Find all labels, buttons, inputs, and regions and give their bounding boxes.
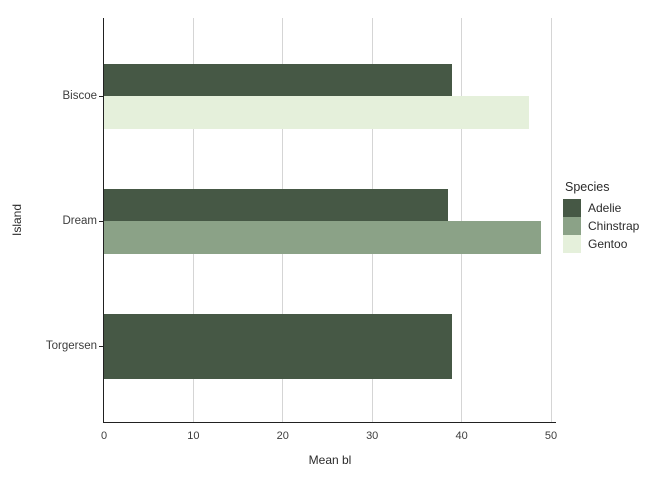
bar-gentoo-biscoe (104, 96, 529, 129)
bar-adelie-biscoe (104, 63, 453, 96)
legend-item-label: Adelie (588, 201, 622, 215)
legend-item-adelie: Adelie (563, 199, 639, 217)
gridline-x-40 (461, 18, 463, 422)
x-tick-label-10: 10 (187, 430, 200, 442)
x-axis-line (103, 422, 556, 424)
y-tick-mark-dream (99, 220, 103, 222)
y-tick-mark-biscoe (99, 95, 103, 97)
x-tick-label-0: 0 (100, 430, 108, 442)
legend-swatch-adelie (563, 199, 581, 217)
legend-item-label: Gentoo (588, 237, 628, 251)
y-tick-label-dream: Dream (62, 215, 97, 227)
legend-swatch-gentoo (563, 235, 581, 253)
x-tick-label-40: 40 (455, 430, 468, 442)
gridline-x-50 (550, 18, 552, 422)
x-tick-label-20: 20 (276, 430, 289, 442)
x-tick-label-30: 30 (366, 430, 379, 442)
legend-item-label: Chinstrap (588, 219, 640, 233)
legend-title: Species (565, 180, 610, 194)
bar-chinstrap-dream (104, 221, 541, 254)
legend-item-chinstrap: Chinstrap (563, 217, 639, 235)
legend: Species Adelie Chinstrap Gentoo (563, 180, 639, 253)
x-axis-title: Mean bl (308, 453, 352, 467)
legend-item-gentoo: Gentoo (563, 235, 639, 253)
x-tick-label-50: 50 (544, 430, 558, 442)
legend-swatch-chinstrap (563, 217, 581, 235)
y-tick-mark-torgersen (99, 345, 103, 347)
y-axis-line (103, 18, 105, 423)
y-axis-title: Island (10, 203, 24, 237)
bar-adelie-torgersen (104, 313, 453, 379)
y-tick-label-biscoe: Biscoe (62, 90, 97, 102)
y-tick-label-torgersen: Torgersen (45, 340, 97, 352)
bar-adelie-dream (104, 188, 449, 221)
legend-items: Adelie Chinstrap Gentoo (563, 199, 639, 253)
